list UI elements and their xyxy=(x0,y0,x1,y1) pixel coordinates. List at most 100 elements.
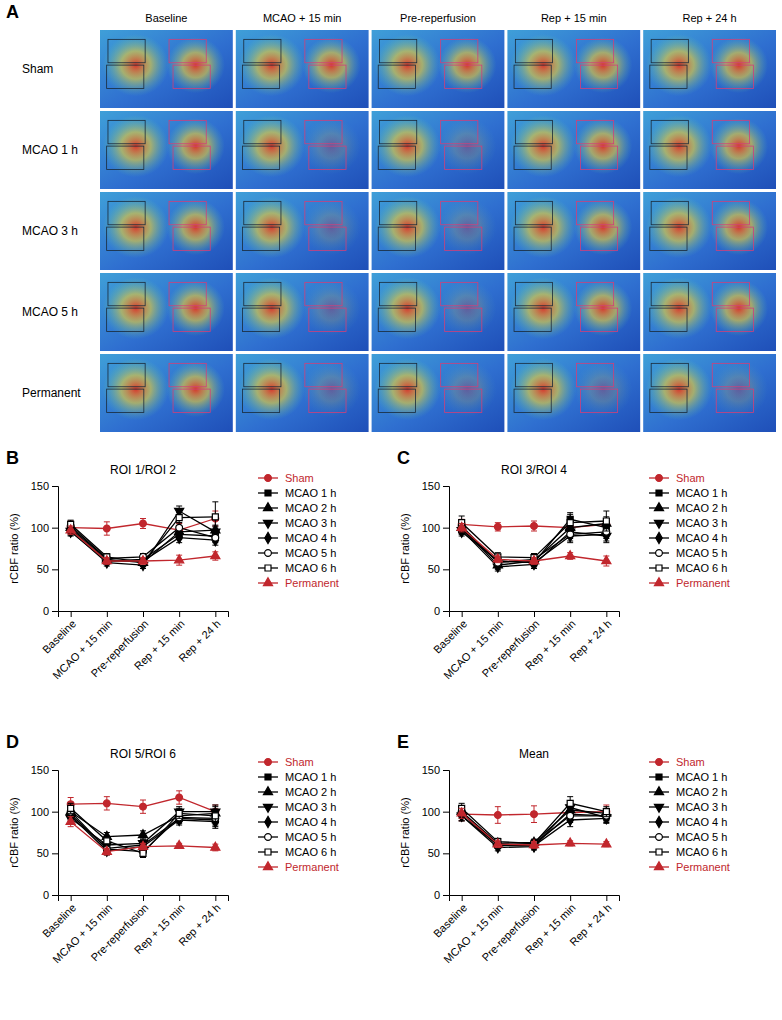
plot-area: 050100150BaselineMCAO + 15 minPre-reperf… xyxy=(31,480,229,681)
error-bar-cap xyxy=(531,521,537,522)
image-background xyxy=(236,192,369,270)
roi-box xyxy=(305,363,342,386)
image-hemisphere xyxy=(103,358,169,420)
legend-item: MCAO 2 h xyxy=(649,786,727,798)
series xyxy=(66,522,220,566)
image-background xyxy=(100,111,233,189)
legend-item: MCAO 5 h xyxy=(649,831,727,843)
legend-item: MCAO 6 h xyxy=(258,562,336,574)
error-bar-cap xyxy=(567,531,573,532)
roi-box xyxy=(576,282,613,305)
legend-label: MCAO 2 h xyxy=(285,502,336,514)
legend-item: MCAO 2 h xyxy=(258,502,336,514)
legend-marker xyxy=(265,816,271,827)
y-axis: 050100150 xyxy=(422,480,450,617)
legend-label: MCAO 6 h xyxy=(676,846,727,858)
image-hemisphere xyxy=(510,277,576,339)
y-axis: 050100150 xyxy=(31,764,59,901)
error-bar-cap xyxy=(212,805,218,806)
image-hemisphere xyxy=(646,277,712,339)
image-hemisphere xyxy=(574,37,632,93)
legend-marker xyxy=(265,490,271,496)
legend-item: MCAO 3 h xyxy=(649,517,727,529)
image-hemisphere xyxy=(510,196,576,258)
error-bar-cap xyxy=(212,809,218,810)
y-tick-mark xyxy=(52,895,58,896)
legend-marker xyxy=(265,834,272,841)
error-bar xyxy=(212,809,218,822)
error-bar xyxy=(212,812,218,825)
x-tick-label: Rep + 24 h xyxy=(567,901,614,948)
error-bar-cap xyxy=(603,805,609,806)
x-tick-mark xyxy=(606,611,607,617)
image-cell xyxy=(507,30,640,108)
y-tick: 100 xyxy=(422,522,449,534)
marker xyxy=(529,556,538,564)
series xyxy=(66,816,220,855)
error-bar xyxy=(140,519,146,529)
roi-box xyxy=(309,65,346,88)
error-bar xyxy=(212,533,218,543)
legend-marker xyxy=(263,787,272,795)
marker xyxy=(211,842,220,850)
error-bar xyxy=(212,807,218,820)
error-bar xyxy=(603,805,609,818)
column-header: Baseline xyxy=(145,12,187,24)
series-line xyxy=(71,814,216,848)
roi-box xyxy=(712,39,749,62)
y-axis-title: rCBF ratio (%) xyxy=(399,513,411,583)
marks xyxy=(66,502,220,571)
image-background xyxy=(507,192,640,270)
roi-box xyxy=(716,65,753,88)
marker xyxy=(138,841,147,849)
image-hemisphere xyxy=(374,277,440,339)
image-cell xyxy=(236,30,369,108)
image-background xyxy=(100,354,233,432)
x-axis-line xyxy=(450,896,620,902)
marker xyxy=(140,520,147,527)
legend-marker xyxy=(656,834,663,841)
y-tick: 150 xyxy=(31,764,58,776)
image-hemisphere xyxy=(302,199,360,255)
roi-box xyxy=(309,308,346,331)
legend: ShamMCAO 1 hMCAO 2 hMCAO 3 hMCAO 4 hMCAO… xyxy=(649,472,730,589)
error-bar xyxy=(603,511,609,531)
y-tick-label: 100 xyxy=(31,522,49,534)
error-bar xyxy=(567,809,573,822)
marker xyxy=(567,800,573,806)
legend-label: MCAO 3 h xyxy=(676,517,727,529)
legend-label: MCAO 6 h xyxy=(676,562,727,574)
error-bar-cap xyxy=(603,820,609,821)
roi-box xyxy=(173,227,210,250)
roi-box xyxy=(514,308,551,331)
legend-marker xyxy=(265,475,272,482)
legend-label: MCAO 6 h xyxy=(285,846,336,858)
legend-label: MCAO 4 h xyxy=(285,532,336,544)
image-hemisphere xyxy=(238,277,304,339)
roi-box xyxy=(514,146,551,169)
roi-box xyxy=(378,389,415,412)
error-bar-cap xyxy=(104,810,110,811)
marker xyxy=(175,841,184,849)
error-bar xyxy=(567,808,573,821)
x-tick: Rep + 15 min xyxy=(132,611,187,672)
error-bar-cap xyxy=(68,534,74,535)
plot-area: 050100150BaselineMCAO + 15 minPre-reperf… xyxy=(31,764,229,965)
roi-box xyxy=(169,39,206,62)
legend-item: Sham xyxy=(649,756,705,768)
error-bar-cap xyxy=(212,532,218,533)
series-line xyxy=(71,822,216,852)
panel-letter: D xyxy=(6,732,19,752)
error-bar-cap xyxy=(68,813,74,814)
legend-marker xyxy=(656,816,662,827)
marker xyxy=(176,810,182,816)
image-hemisphere xyxy=(646,115,712,177)
roi-box xyxy=(441,201,478,224)
error-bar-cap xyxy=(603,816,609,817)
roi-box xyxy=(445,227,482,250)
legend-label: MCAO 3 h xyxy=(285,801,336,813)
roi-box xyxy=(445,308,482,331)
y-tick-mark xyxy=(52,812,58,813)
error-bar-cap xyxy=(531,805,537,806)
error-bar xyxy=(176,791,182,804)
